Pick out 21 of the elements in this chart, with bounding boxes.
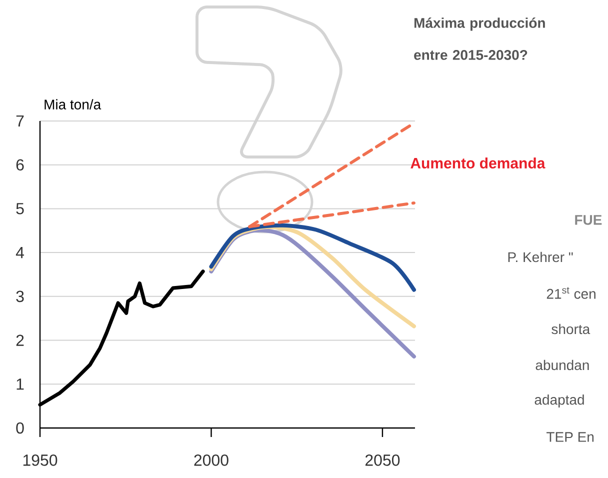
y-tick-label: 1 [16, 378, 24, 390]
text: 21$^{st}$ cen [546, 287, 596, 299]
y-tick-label: 0 [16, 422, 24, 434]
y-tick-label: 3 [16, 290, 24, 302]
y-tick-label: 4 [16, 247, 24, 258]
y-tick-label: 6 [16, 159, 24, 171]
x-tick-label: 2050 [365, 454, 400, 466]
y-tick-label: 5 [16, 203, 24, 214]
x-tick-label: 2000 [194, 454, 228, 466]
y-tick-label: 7 [16, 115, 24, 126]
y-tick-label: 2 [16, 334, 24, 346]
text: abundan [536, 360, 589, 370]
chart-title: Máxima producción entre 2015-2030? [414, 18, 545, 60]
text: adaptad [534, 394, 584, 408]
text: TEP En [546, 432, 594, 442]
text: shorta [552, 324, 590, 334]
text: P. Kehrer " [508, 252, 573, 262]
annotation: Aumento demanda [410, 157, 546, 168]
y-axis-title: Mia ton/a [44, 99, 102, 110]
x-tick-label: 1950 [23, 454, 58, 466]
text: FUE [575, 215, 602, 225]
